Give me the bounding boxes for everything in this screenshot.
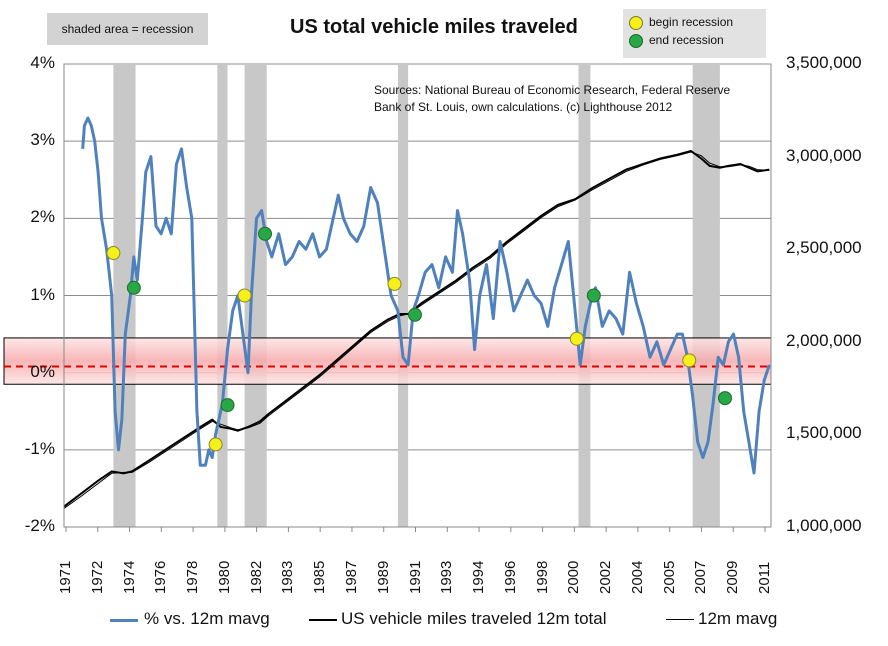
marker-legend: begin recession end recession: [623, 9, 766, 58]
legend-item-total: US vehicle miles traveled 12m total: [309, 609, 607, 629]
begin-recession-marker: [387, 276, 402, 291]
recession-bar: [113, 64, 136, 527]
legend-label-total: US vehicle miles traveled 12m total: [341, 609, 607, 628]
legend-swatch-pct: [110, 619, 138, 622]
y-left-tick-label: 3%: [30, 130, 55, 150]
x-tick-label: 1987: [342, 560, 360, 594]
y-right-tick-label: 3,500,000: [786, 53, 862, 72]
y-left-tick-label: 4%: [30, 53, 55, 72]
begin-recession-marker: [208, 437, 223, 452]
marker-legend-end-label: end recession: [649, 33, 724, 47]
x-tick-label: 1978: [184, 560, 202, 594]
x-tick-label: 2011: [756, 561, 773, 594]
x-tick-label: 1991: [406, 560, 424, 594]
end-recession-marker: [220, 398, 235, 413]
y-left-tick-label: -2%: [24, 516, 55, 535]
shaded-area-note: shaded area = recession: [47, 13, 208, 45]
x-tick-label: 1985: [311, 560, 329, 594]
x-tick-label: 1971: [57, 560, 74, 594]
end-recession-marker: [586, 288, 601, 303]
x-tick-label: 1998: [533, 560, 551, 594]
x-tick-label: 1994: [470, 560, 488, 594]
yellow-dot-icon: [629, 15, 643, 30]
series-pct-line: [81, 116, 771, 475]
end-recession-marker: [407, 307, 422, 322]
end-recession-marker: [718, 391, 733, 406]
begin-recession-marker: [237, 288, 252, 303]
begin-recession-marker: [106, 246, 121, 261]
end-recession-marker: [258, 226, 273, 241]
marker-legend-begin-label: begin recession: [649, 15, 734, 29]
y-right-tick-label: 1,000,000: [786, 516, 862, 535]
x-tick-label: 2004: [628, 560, 646, 594]
legend-label-pct: % vs. 12m mavg: [144, 609, 270, 628]
recession-bar: [397, 64, 409, 527]
legend-swatch-mavg: [666, 619, 694, 620]
legend-item-mavg: 12m mavg: [666, 609, 777, 629]
x-tick-label: 1980: [215, 560, 233, 594]
marker-legend-begin: begin recession: [629, 15, 733, 31]
x-tick-label: 2007: [692, 560, 710, 594]
y-right-tick-label: 2,000,000: [786, 330, 862, 350]
begin-recession-marker: [569, 331, 584, 346]
x-tick-label: 1996: [501, 560, 519, 594]
recession-bar: [692, 64, 720, 527]
recession-bar: [217, 64, 228, 527]
x-tick-label: 2005: [660, 560, 678, 594]
y-left-tick-label: 0%: [30, 361, 55, 381]
x-tick-label: 2000: [565, 560, 583, 594]
begin-recession-marker: [682, 353, 697, 368]
legend-item-pct: % vs. 12m mavg: [110, 609, 270, 629]
x-tick-label: 1989: [374, 560, 392, 594]
marker-legend-end: end recession: [629, 33, 724, 49]
x-tick-label: 1983: [279, 560, 297, 594]
end-recession-marker: [126, 280, 141, 295]
x-tick-label: 2009: [724, 560, 742, 594]
x-tick-label: 1993: [438, 560, 456, 594]
x-tick-label: 1982: [247, 560, 265, 594]
x-tick-label: 1972: [88, 560, 106, 594]
y-right-tick-label: 2,500,000: [786, 238, 862, 258]
sources-note: Sources: National Bureau of Economic Res…: [374, 83, 731, 114]
y-left-tick-label: 1%: [30, 284, 55, 304]
zero-band: [3, 337, 772, 385]
legend-label-mavg: 12m mavg: [698, 609, 778, 628]
y-right-tick-label: 3,000,000: [786, 145, 862, 165]
legend-swatch-total: [309, 619, 337, 621]
recession-bar: [578, 64, 591, 527]
x-tick-label: 1974: [120, 560, 138, 594]
recession-bar: [244, 64, 267, 527]
x-tick-label: 2002: [597, 560, 615, 594]
y-left-tick-label: -1%: [24, 438, 55, 458]
y-left-tick-label: 2%: [30, 207, 55, 227]
x-tick-label: 1976: [152, 560, 170, 594]
green-dot-icon: [629, 33, 643, 48]
y-right-tick-label: 1,500,000: [786, 423, 862, 443]
